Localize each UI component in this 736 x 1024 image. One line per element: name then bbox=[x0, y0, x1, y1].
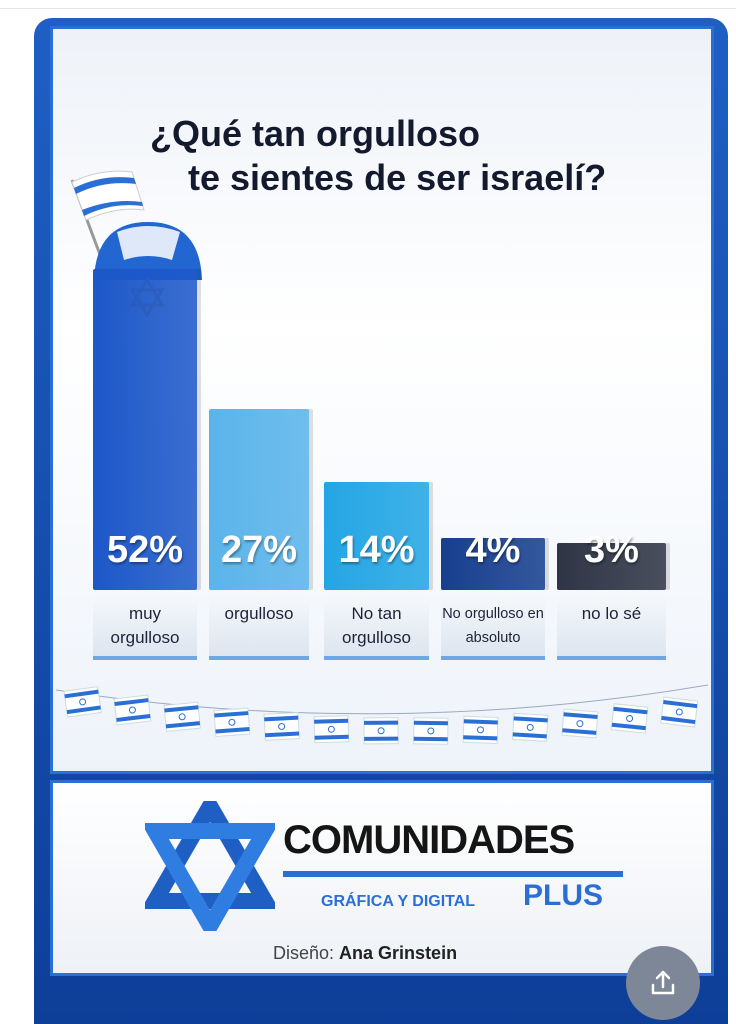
design-credit: Diseño: Ana Grinstein bbox=[273, 943, 457, 964]
top-divider bbox=[0, 8, 736, 9]
brand-underline bbox=[283, 871, 623, 877]
chart-title: ¿Qué tan orgulloso te sientes de ser isr… bbox=[150, 112, 606, 200]
brand-name: COMUNIDADES bbox=[283, 818, 575, 862]
bunting-flag-icon bbox=[163, 701, 201, 732]
category-label: orgulloso bbox=[209, 592, 309, 660]
title-line-2: te sientes de ser israelí? bbox=[188, 157, 607, 198]
brand-subtitle: GRÁFICA Y DIGITAL bbox=[321, 893, 476, 910]
category-label: muy orgulloso bbox=[93, 592, 197, 660]
bar-2: 27% bbox=[209, 408, 309, 590]
comunidades-logo-icon bbox=[145, 801, 275, 931]
category-label: no lo sé bbox=[557, 592, 666, 660]
share-icon bbox=[651, 970, 675, 995]
credit-label: Diseño: bbox=[273, 943, 335, 963]
footer-panel: COMUNIDADES GRÁFICA Y DIGITAL PLUS Diseñ… bbox=[50, 780, 714, 976]
credit-name: Ana Grinstein bbox=[339, 943, 458, 963]
bar-5: 3% bbox=[557, 529, 666, 590]
bar-value-label: 52% bbox=[106, 528, 184, 571]
bunting-flag-icon bbox=[660, 696, 699, 728]
bar-value-label: 4% bbox=[465, 528, 521, 571]
bunting-flag-icon bbox=[462, 715, 499, 744]
bunting-flag-icon bbox=[213, 707, 251, 738]
category-label: No orgulloso en absoluto bbox=[441, 592, 545, 660]
bunting-flag-icon bbox=[313, 715, 350, 744]
bar-3: 14% bbox=[324, 481, 429, 590]
bar-1: 52% bbox=[93, 268, 197, 590]
bar-4: 4% bbox=[441, 529, 545, 590]
bar-value-label: 3% bbox=[584, 528, 639, 571]
flag-kippah-decoration-icon bbox=[70, 170, 202, 318]
bar-value-label: 14% bbox=[338, 528, 415, 571]
share-button[interactable] bbox=[626, 946, 700, 1020]
bunting-flag-icon bbox=[63, 686, 102, 718]
title-line-1: ¿Qué tan orgulloso bbox=[150, 113, 480, 154]
bunting-flag-icon bbox=[263, 712, 300, 741]
bunting-flag-icon bbox=[561, 708, 599, 739]
category-label: No tan orgulloso bbox=[324, 592, 429, 660]
flag-bunting-decoration-icon bbox=[56, 684, 708, 745]
bunting-flag-icon bbox=[610, 703, 649, 734]
bar-value-label: 27% bbox=[220, 528, 298, 571]
bunting-flag-icon bbox=[413, 717, 449, 745]
bunting-flag-icon bbox=[113, 694, 152, 726]
bunting-flag-icon bbox=[511, 712, 549, 742]
brand-plus: PLUS bbox=[523, 879, 604, 912]
bunting-flag-icon bbox=[363, 717, 399, 745]
